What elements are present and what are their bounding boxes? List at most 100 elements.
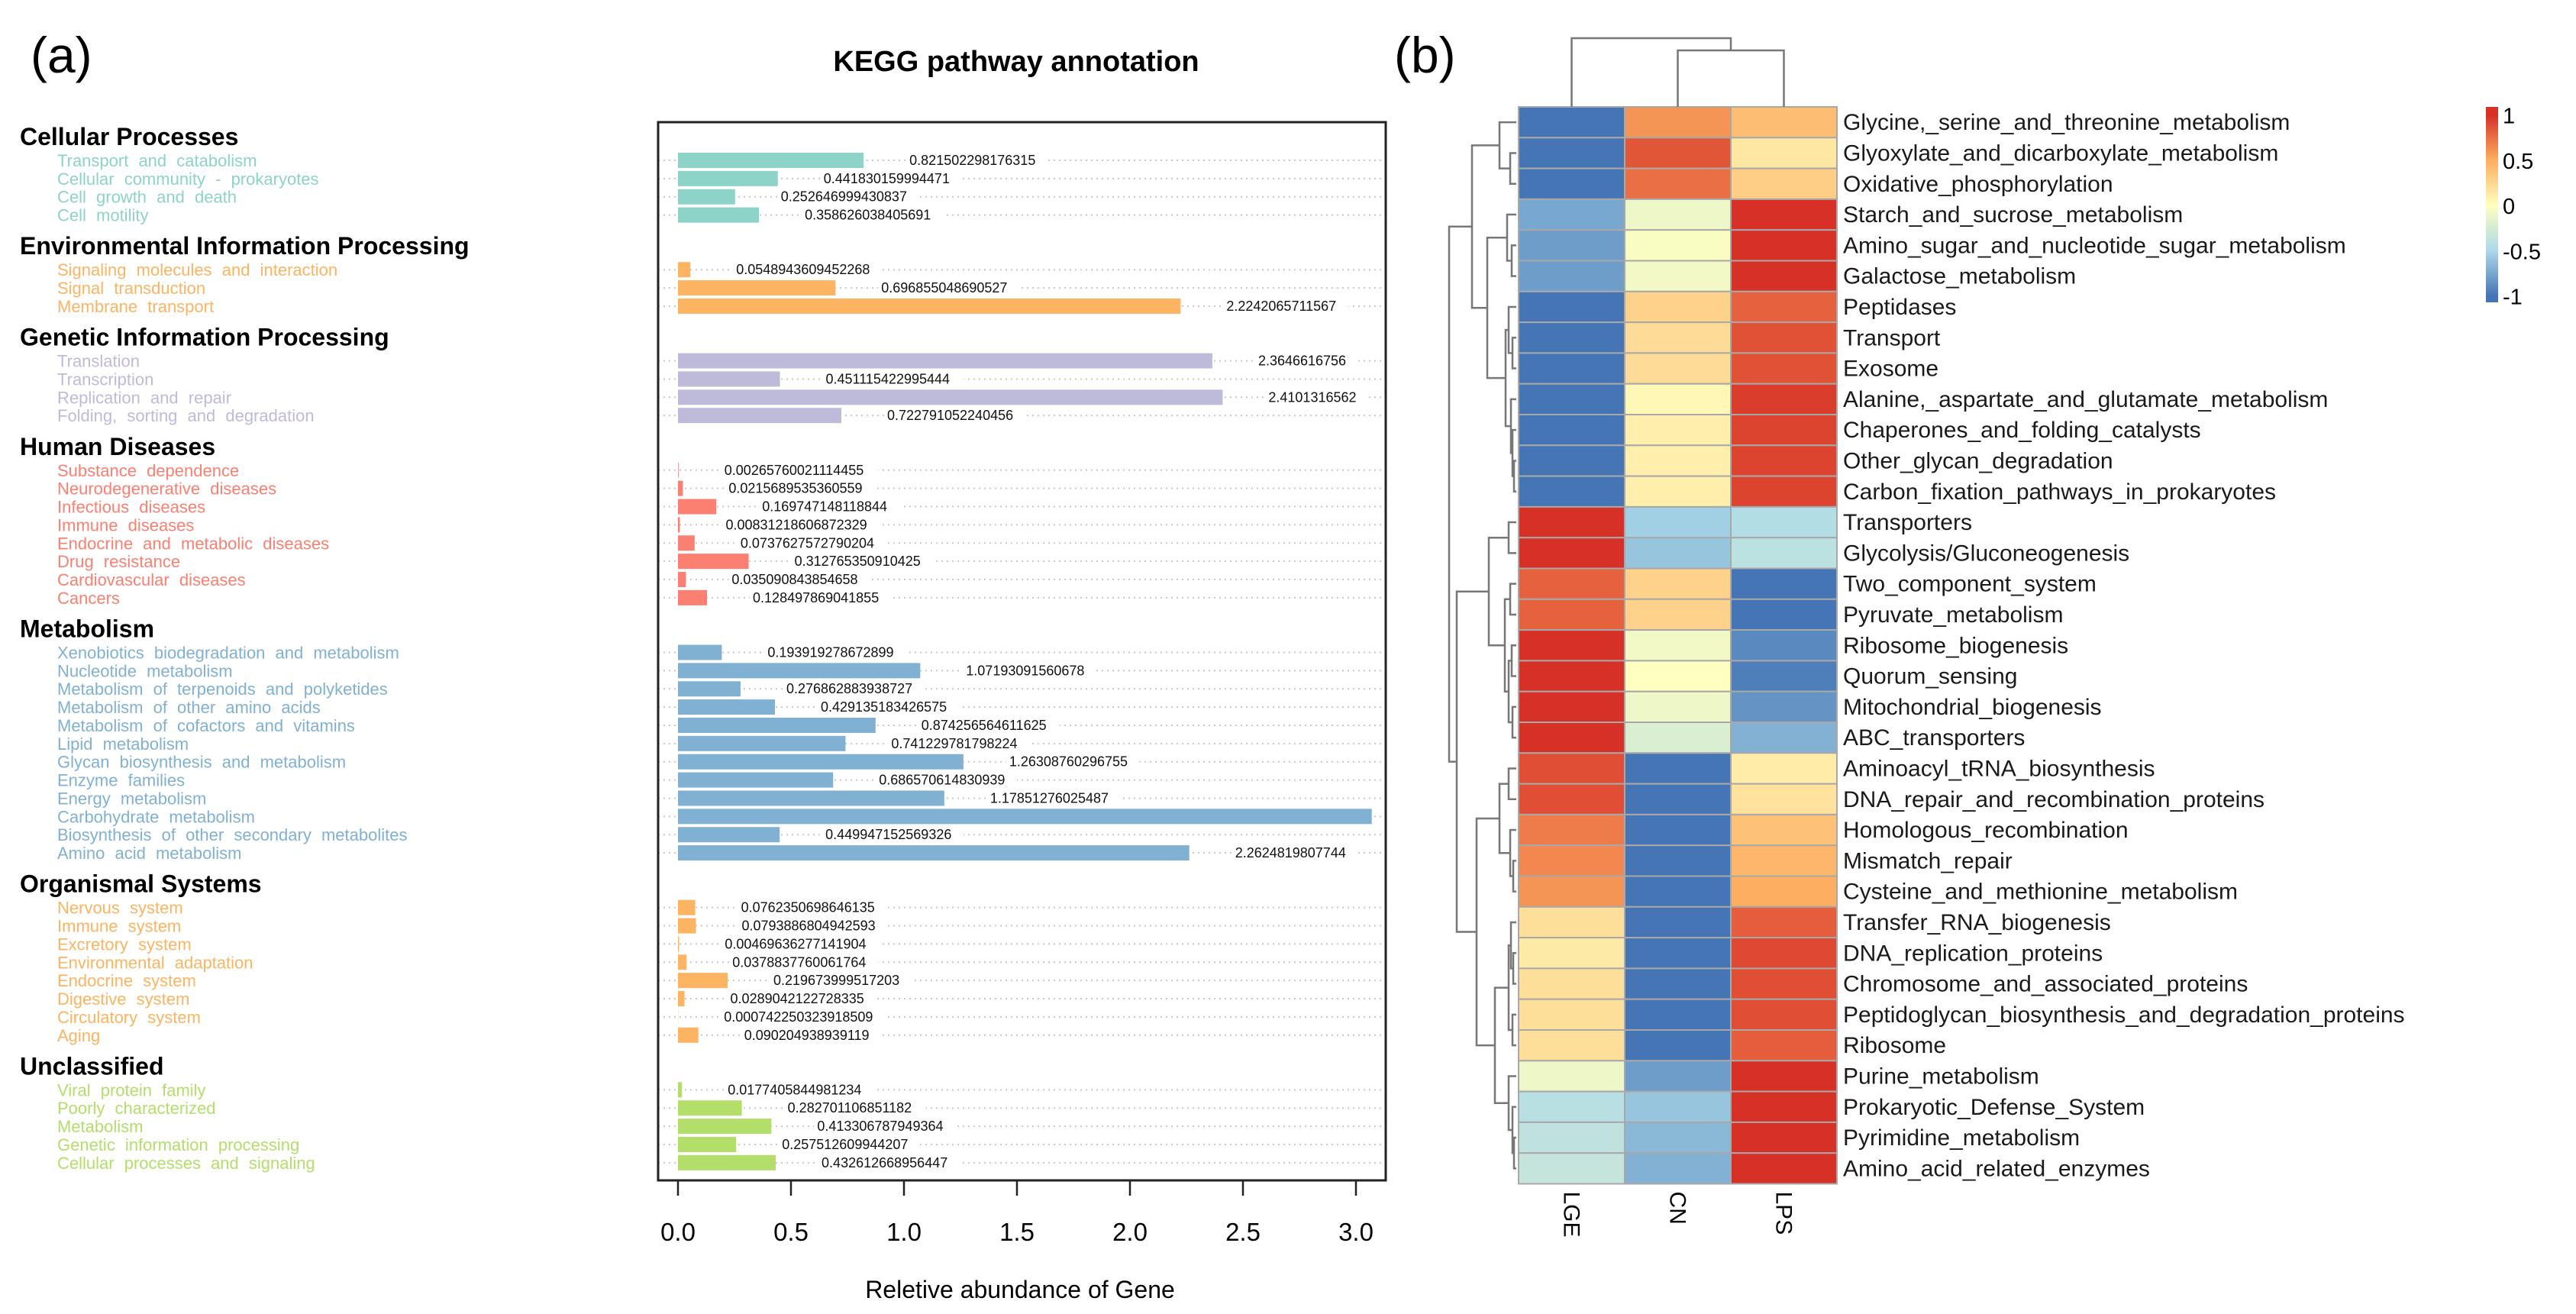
- heatmap-cell: [1624, 690, 1732, 724]
- category-label: Immune diseases: [57, 515, 194, 534]
- bar: [678, 1100, 742, 1116]
- row-dendrogram-branch: [1486, 237, 1507, 379]
- heatmap-cell: [1518, 352, 1625, 385]
- category-label: Cancers: [57, 589, 120, 608]
- x-tick-label: 1.5: [999, 1218, 1035, 1246]
- row-label: Chromosome_and_associated_proteins: [1843, 972, 2248, 997]
- panel-a-label: (a): [31, 27, 92, 83]
- heatmap-cell: [1624, 1152, 1732, 1185]
- legend-tick-label: 1: [2503, 105, 2515, 129]
- row-dendrogram-branch: [1509, 583, 1516, 616]
- value-label: 0.451115422995444: [826, 371, 951, 386]
- heatmap-cell: [1518, 813, 1625, 847]
- category-label: Endocrine and metabolic diseases: [57, 534, 329, 553]
- heatmap-cell: [1518, 998, 1625, 1031]
- row-label: Ribosome_biogenesis: [1843, 633, 2068, 658]
- category-label: Circulatory system: [57, 1008, 201, 1027]
- value-label: 0.429135183426575: [821, 699, 947, 715]
- value-label-bg: [741, 1027, 883, 1043]
- value-label: 0.257512609944207: [782, 1137, 908, 1152]
- value-label: 1.17851276025487: [990, 790, 1109, 806]
- heatmap-cell: [1624, 106, 1732, 139]
- heatmap-cell: [1730, 414, 1838, 447]
- value-label-bg: [725, 1082, 874, 1098]
- row-label: Mismatch_repair: [1843, 848, 2013, 873]
- category-label: Environmental adaptation: [57, 953, 253, 972]
- bar: [678, 663, 921, 679]
- heatmap-cell: [1518, 137, 1625, 169]
- heatmap-cell: [1624, 967, 1732, 1000]
- heatmap-cell: [1730, 629, 1838, 662]
- heatmap-cell: [1730, 505, 1838, 539]
- heatmap-cell: [1624, 875, 1732, 908]
- bar: [678, 899, 696, 915]
- heatmap-cell: [1624, 383, 1732, 416]
- heatmap-cell: [1518, 875, 1625, 908]
- row-dendrogram-branch: [1512, 860, 1516, 893]
- value-label-bg: [818, 1154, 960, 1170]
- row-dendrogram-branch: [1475, 817, 1499, 1047]
- category-label: Cell motility: [57, 206, 148, 225]
- value-label-bg: [820, 170, 962, 186]
- heatmap-cell: [1730, 198, 1838, 231]
- row-dendrogram-branch: [1448, 225, 1472, 763]
- value-label: 0.449947152569326: [825, 827, 951, 842]
- plot-frame: [657, 121, 1387, 1182]
- heatmap-cell: [1624, 998, 1732, 1031]
- value-label: 0.00469636277141904: [725, 936, 866, 951]
- category-label: Cellular community - prokaryotes: [57, 169, 319, 189]
- heatmap-cell: [1518, 1152, 1625, 1185]
- heatmap-cell: [1730, 690, 1838, 724]
- category-label: Translation: [57, 352, 140, 371]
- value-label: 0.441830159994471: [824, 171, 950, 186]
- bar: [678, 918, 696, 934]
- value-label: 0.000742250323918509: [724, 1009, 873, 1025]
- category-label: Membrane transport: [57, 297, 214, 316]
- value-label: 0.821502298176315: [909, 153, 1035, 168]
- heatmap-cell: [1518, 752, 1625, 785]
- value-label-bg: [1254, 353, 1357, 369]
- bar: [678, 809, 1372, 825]
- row-label: Glyoxylate_and_dicarboxylate_metabolism: [1843, 140, 2278, 166]
- group-header: Metabolism: [20, 615, 154, 642]
- value-label-bg: [818, 699, 959, 715]
- heatmap-cell: [1624, 813, 1732, 847]
- heatmap-cell: [1624, 660, 1732, 693]
- value-label: 0.0215689535360559: [728, 481, 862, 496]
- x-tick-label: 1.0: [886, 1218, 922, 1246]
- value-label-bg: [822, 371, 964, 387]
- bar: [678, 280, 836, 296]
- row-dendrogram-branch: [1510, 644, 1516, 677]
- heatmap-cell: [1518, 198, 1625, 231]
- category-label: Glycan biosynthesis and metabolism: [57, 753, 346, 772]
- heatmap-cell: [1518, 537, 1625, 570]
- value-label: 0.276862883938727: [786, 681, 912, 696]
- row-label: Oxidative_phosphorylation: [1843, 172, 2113, 197]
- bar: [678, 845, 1190, 861]
- row-dendrogram-branch: [1511, 1013, 1516, 1047]
- heatmap-cell: [1624, 937, 1732, 970]
- value-label: 0.0548943609452268: [736, 262, 870, 277]
- value-label: 2.2624819807744: [1235, 845, 1346, 860]
- heatmap-cell: [1624, 229, 1732, 262]
- legend-tick-label: 0: [2503, 195, 2515, 219]
- color-legend-bar: [2486, 107, 2498, 302]
- heatmap-cell: [1730, 352, 1838, 385]
- heatmap-cell: [1624, 629, 1732, 662]
- heatmap-cell: [1730, 906, 1838, 939]
- value-label: 0.035090843854658: [731, 572, 857, 587]
- heatmap-cell: [1624, 198, 1732, 231]
- bar: [678, 371, 780, 387]
- bar: [678, 681, 741, 697]
- row-dendrogram-branch: [1512, 952, 1516, 985]
- value-label-bg: [721, 1009, 886, 1025]
- heatmap-cell: [1730, 598, 1838, 631]
- category-label: Nervous system: [57, 899, 183, 918]
- value-label: 0.282701106851182: [788, 1100, 912, 1115]
- heatmap-cell: [1624, 505, 1732, 539]
- value-label: 0.312765350910425: [795, 554, 921, 569]
- value-label-bg: [1006, 754, 1140, 770]
- heatmap-cell: [1518, 1090, 1625, 1123]
- value-label-bg: [791, 554, 933, 570]
